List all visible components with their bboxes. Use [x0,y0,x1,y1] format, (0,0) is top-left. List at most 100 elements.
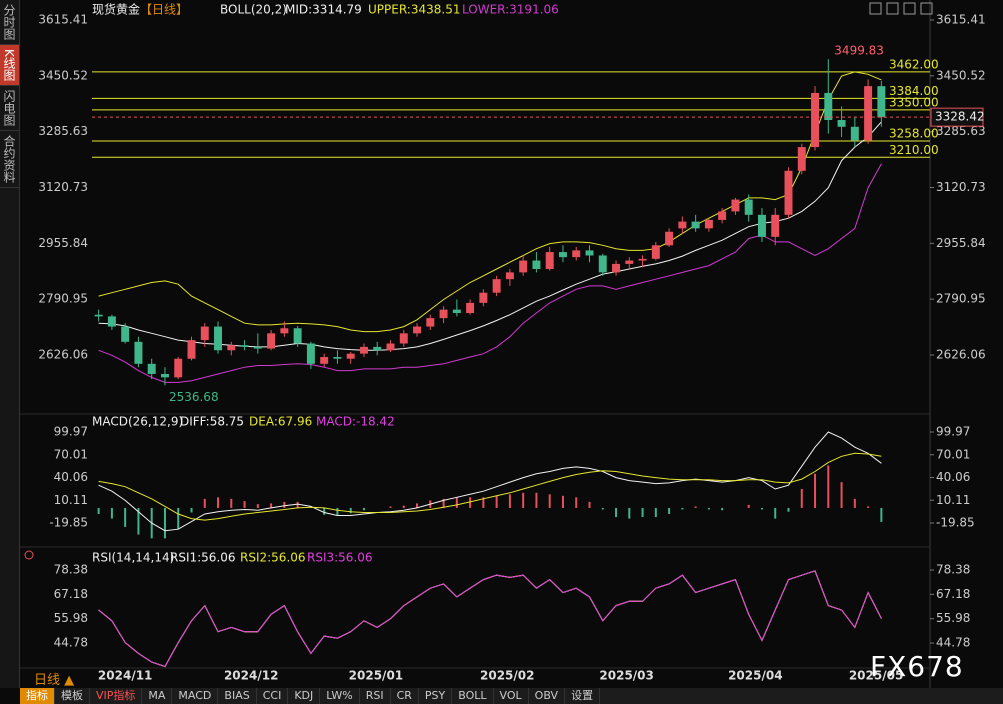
candle-body [545,252,554,270]
toolbar-item[interactable]: MA [142,688,173,704]
macd-bar [535,492,538,508]
y-tick-label: 2955.84 [936,236,986,250]
macd-bar [548,494,551,508]
y-tick-label: 67.18 [54,587,88,601]
candle-body [187,340,196,359]
legend-entry: RSI3:56.06 [307,551,373,565]
candle-body [227,345,236,351]
x-tick-label: 2025/04 [728,669,782,683]
y-tick-label: 44.78 [936,636,970,650]
side-tab[interactable]: 合约资料 [0,131,19,188]
toolbar-item[interactable]: CCI [257,688,289,704]
level-label: 3384.00 [889,84,939,98]
x-tick-label: 2025/02 [480,669,534,683]
toolbar-item[interactable]: 模板 [55,688,90,704]
candle-body [572,250,581,258]
x-tick-label: 2025/01 [349,669,403,683]
toolbar-item[interactable]: PSY [419,688,453,704]
macd-bar [190,507,193,513]
toolbar-item[interactable]: VIP指标 [90,688,143,704]
x-tick-label: 2024/11 [98,669,152,683]
toolbar-item[interactable]: LW% [320,688,360,704]
toolbar-icons[interactable] [869,2,933,15]
y-tick-label: 40.06 [54,470,88,484]
candle-body [850,126,859,141]
candle-body [532,260,541,270]
last-price: 3328.42 [935,110,985,124]
candle-body [452,309,461,314]
side-tab[interactable]: 闪电图 [0,86,19,131]
macd-bar [694,506,697,508]
macd-bar [349,507,352,514]
candle-body [638,258,647,261]
y-tick-label: 78.38 [936,563,970,577]
candle-body [771,214,780,237]
candle-body [333,357,342,359]
macd-bar [588,501,591,508]
candle-body [678,221,687,229]
y-tick-label: 40.06 [936,470,970,484]
legend-entry: RSI2:56.06 [240,551,306,565]
candle-body [811,92,820,148]
y-tick-label: 55.98 [54,611,88,625]
macd-bar [203,498,206,508]
candle-body [240,345,249,347]
rsi-line [98,570,882,668]
macd-bar [787,507,790,512]
side-tab[interactable]: 分时图 [0,0,19,45]
y-tick-label: 2955.84 [38,236,88,250]
toolbar-item[interactable]: 指标 [20,688,55,704]
toolbar-item[interactable]: CR [391,688,419,704]
y-tick-label: 70.01 [54,447,88,461]
toolbar-item[interactable]: VOL [494,688,529,704]
panel-title: MACD(26,12,9) [92,415,183,429]
macd-bar [747,504,750,508]
toolbar-item[interactable]: BIAS [218,688,257,704]
candle-body [492,279,501,293]
dea-line [98,452,882,521]
macd-bar [601,507,604,510]
candle-body [718,211,727,220]
toolbar-item[interactable]: BOLL [452,688,494,704]
period-label: 【日线】 [140,3,188,17]
toolbar-item[interactable]: MACD [172,688,219,704]
last-price-box [930,107,984,127]
toolbar-item[interactable]: OBV [529,688,566,704]
level-label: 3210.00 [889,143,939,157]
candle-body [691,221,700,229]
settings-icon[interactable] [24,550,34,560]
toolbar-item[interactable]: 设置 [565,688,601,704]
level-label: 3462.00 [889,57,939,71]
side-tab[interactable]: K线图 [0,45,19,86]
period-button[interactable]: 日线 ▲ [34,673,75,688]
candle-body [665,231,674,246]
macd-bar [336,507,339,516]
candle-body [744,199,753,215]
macd-bar [110,507,113,519]
candle-body [320,357,329,364]
y-tick-label: 44.78 [54,636,88,650]
toolbar-item[interactable]: KDJ [288,688,321,704]
candle-body [253,346,262,349]
macd-bar [177,507,180,530]
y-tick-label: 2790.95 [936,292,986,306]
candle-body [359,346,368,354]
macd-bar [840,482,843,508]
macd-bar [681,507,684,510]
y-tick-label: 2626.06 [38,347,88,361]
candle-body [267,333,276,349]
candle-body [373,346,382,351]
indicator-label: BOLL(20,2) [220,3,287,17]
toolbar-item[interactable]: RSI [360,688,391,704]
macd-bar [508,494,511,508]
rsi-line [98,570,882,668]
candle-body [94,314,103,317]
y-tick-label: -19.85 [49,516,88,530]
macd-bar [760,507,763,510]
candle-body [612,263,621,273]
macd-bar [482,497,485,508]
candle-body [121,326,130,342]
macd-bar [628,507,631,519]
candle-body [174,358,183,378]
